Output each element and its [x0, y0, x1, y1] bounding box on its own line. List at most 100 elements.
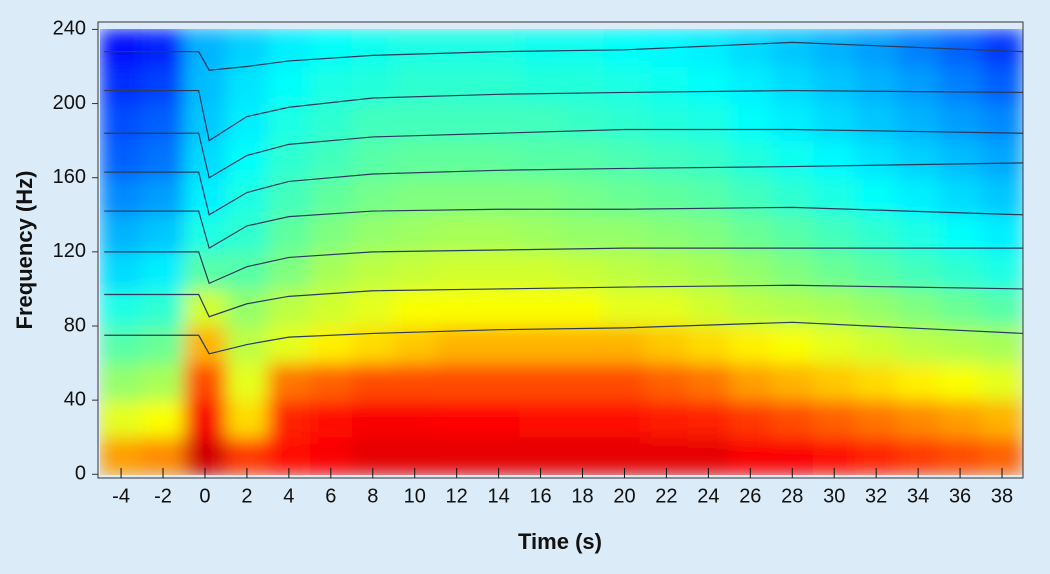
heat-cell — [855, 326, 898, 364]
x-tick-label: 18 — [571, 485, 593, 507]
heat-cell — [981, 29, 1023, 67]
x-tick-label: -4 — [112, 485, 130, 507]
heat-cell — [225, 103, 269, 142]
heat-cell — [687, 400, 730, 438]
heat-cell — [771, 66, 814, 105]
x-tick-label: 30 — [823, 485, 845, 507]
heat-cell — [981, 103, 1023, 142]
heat-cell — [771, 140, 814, 179]
x-tick-label: 4 — [283, 485, 294, 507]
heat-cell — [100, 66, 143, 105]
heat-cell — [267, 66, 311, 105]
heat-cell — [519, 66, 563, 105]
heat-cell — [183, 363, 227, 401]
heat-cell — [813, 288, 856, 327]
heat-cell — [603, 66, 646, 105]
heat-cell — [351, 29, 395, 67]
heat-cell — [142, 363, 185, 401]
heat-cell — [813, 140, 856, 179]
heat-cell — [309, 288, 353, 327]
heat-cell — [981, 177, 1023, 216]
x-tick-label: 8 — [367, 485, 378, 507]
heat-cell — [351, 363, 395, 401]
harmonic-line — [104, 206, 1023, 250]
x-tick-label: 24 — [697, 485, 719, 507]
heat-cell — [435, 103, 479, 142]
heat-cell — [939, 66, 982, 105]
heat-cell — [645, 177, 688, 216]
harmonic-line — [104, 128, 1023, 179]
heat-cell — [603, 400, 646, 438]
heat-cell — [100, 251, 143, 290]
heat-cell — [981, 140, 1023, 179]
heat-cell — [477, 251, 521, 290]
heat-cell — [813, 326, 856, 364]
y-tick-label: 40 — [64, 388, 86, 410]
heat-cell — [561, 140, 604, 179]
heat-cell — [897, 363, 940, 401]
heat-cell — [645, 288, 688, 327]
heat-cell — [393, 288, 437, 327]
heat-cell — [435, 288, 479, 327]
heat-cell — [435, 363, 479, 401]
heat-cell — [393, 66, 437, 105]
heat-cell — [267, 214, 311, 253]
heat-cell — [939, 288, 982, 327]
x-tick-label: 22 — [655, 485, 677, 507]
x-tick-label: 36 — [949, 485, 971, 507]
heat-cell — [100, 288, 143, 327]
heat-cell — [267, 140, 311, 179]
heat-cell — [100, 103, 143, 142]
heat-cell — [435, 177, 479, 216]
heat-cell — [309, 140, 353, 179]
heat-cell — [897, 177, 940, 216]
heat-cell — [561, 103, 604, 142]
heat-cell — [729, 214, 772, 253]
heat-cell — [100, 326, 143, 364]
plot-frame — [97, 21, 1024, 479]
heat-cell — [477, 288, 521, 327]
heat-cell — [267, 400, 311, 438]
heat-cell — [561, 400, 604, 438]
heat-cell — [477, 140, 521, 179]
heat-cell — [771, 214, 814, 253]
heat-cell — [603, 214, 646, 253]
heat-cell — [771, 29, 814, 67]
heat-cell — [225, 400, 269, 438]
heat-cell — [477, 214, 521, 253]
heat-cell — [855, 66, 898, 105]
heat-cell — [687, 66, 730, 105]
heat-cell — [477, 400, 521, 438]
heat-cell — [603, 29, 646, 67]
heat-cell — [393, 29, 437, 67]
heat-cell — [435, 66, 479, 105]
heat-cell — [519, 400, 563, 438]
heat-cell — [729, 251, 772, 290]
heat-cell — [309, 251, 353, 290]
heat-cell — [771, 363, 814, 401]
heat-cell — [393, 363, 437, 401]
heat-cell — [183, 326, 227, 364]
heat-cell — [100, 29, 143, 67]
heat-cell — [519, 103, 563, 142]
x-tick-label: 10 — [404, 485, 426, 507]
heat-cell — [225, 29, 269, 67]
spectrogram — [100, 29, 1023, 475]
heat-cell — [603, 251, 646, 290]
heat-cell — [771, 103, 814, 142]
heat-cell — [351, 288, 395, 327]
heat-cell — [645, 363, 688, 401]
heat-cell — [813, 214, 856, 253]
heat-cell — [687, 177, 730, 216]
heat-cell — [225, 66, 269, 105]
heat-cell — [519, 326, 563, 364]
heat-cell — [687, 29, 730, 67]
heat-cell — [855, 400, 898, 438]
heat-cell — [729, 326, 772, 364]
heat-cell — [142, 214, 185, 253]
heat-cell — [142, 66, 185, 105]
heat-cell — [477, 103, 521, 142]
y-tick-label: 80 — [64, 314, 86, 336]
heat-cell — [393, 214, 437, 253]
y-tick-label: 160 — [53, 166, 86, 188]
